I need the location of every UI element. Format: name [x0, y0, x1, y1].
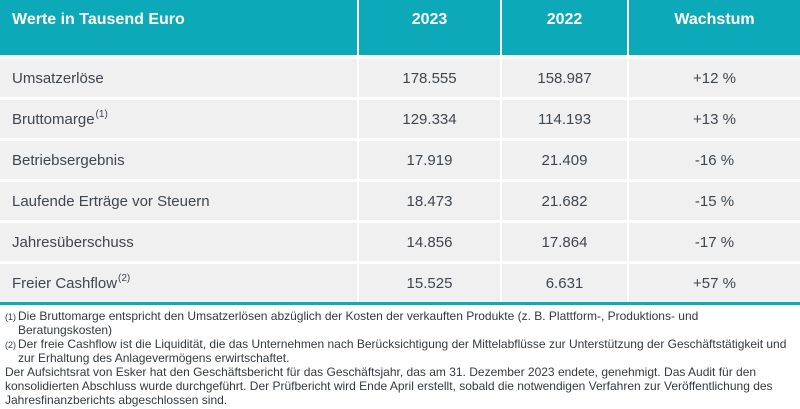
value-2023: 178.555 [359, 59, 500, 97]
header-cell-growth: Wachstum [629, 0, 800, 55]
growth-value: +12 % [629, 59, 800, 97]
row-label-text: Bruttomarge [12, 110, 95, 128]
table-row: Laufende Erträge vor Steuern 18.473 21.6… [0, 182, 800, 220]
row-label-text: Umsatzerlöse [12, 69, 104, 87]
approval-paragraph: Der Aufsichtsrat von Esker hat den Gesch… [5, 365, 773, 407]
footnote-1-text: Die Bruttomarge entspricht den Umsatzerl… [18, 309, 699, 337]
header-cell-2022: 2022 [502, 0, 627, 55]
row-label: Betriebsergebnis [0, 141, 357, 179]
footnote-1: (1) Die Bruttomarge entspricht den Umsat… [5, 309, 792, 337]
table-row: Umsatzerlöse 178.555 158.987 +12 % [0, 59, 800, 97]
column-label-2023: 2023 [411, 11, 448, 28]
value-2023: 15.525 [359, 264, 500, 302]
table-row: Betriebsergebnis 17.919 21.409 -16 % [0, 141, 800, 179]
footnote-2: (2) Der freie Cashflow ist die Liquiditä… [5, 337, 792, 365]
footnote-ref: (2) [118, 272, 131, 284]
row-label: Bruttomarge (1) [0, 100, 357, 138]
row-label: Freier Cashflow (2) [0, 264, 357, 302]
column-label-growth: Wachstum [674, 11, 755, 28]
growth-value: -16 % [629, 141, 800, 179]
value-2023: 17.919 [359, 141, 500, 179]
value-2022: 21.682 [502, 182, 627, 220]
value-2023: 18.473 [359, 182, 500, 220]
row-label: Umsatzerlöse [0, 59, 357, 97]
header-cell-metric: Werte in Tausend Euro [0, 0, 357, 55]
header-cell-2023: 2023 [359, 0, 500, 55]
growth-value: -17 % [629, 223, 800, 261]
row-label-text: Jahresüberschuss [12, 233, 134, 251]
footnote-2-marker: (2) [5, 340, 16, 350]
table-title: Werte in Tausend Euro [12, 11, 185, 28]
footnote-2-text: Der freie Cashflow ist die Liquidität, d… [18, 337, 787, 365]
growth-value: +13 % [629, 100, 800, 138]
row-label-text: Freier Cashflow [12, 274, 118, 292]
financial-results-table: Werte in Tausend Euro 2023 2022 Wachstum… [0, 0, 800, 305]
growth-value: +57 % [629, 264, 800, 302]
row-label-text: Betriebsergebnis [12, 151, 125, 169]
table-row: Bruttomarge (1) 129.334 114.193 +13 % [0, 100, 800, 138]
row-label: Laufende Erträge vor Steuern [0, 182, 357, 220]
growth-value: -15 % [629, 182, 800, 220]
row-label-text: Laufende Erträge vor Steuern [12, 192, 210, 210]
value-2022: 21.409 [502, 141, 627, 179]
footnote-ref: (1) [95, 108, 108, 120]
table-row: Freier Cashflow (2) 15.525 6.631 +57 % [0, 264, 800, 302]
column-label-2022: 2022 [546, 11, 583, 28]
value-2023: 14.856 [359, 223, 500, 261]
value-2023: 129.334 [359, 100, 500, 138]
value-2022: 17.864 [502, 223, 627, 261]
table-header-row: Werte in Tausend Euro 2023 2022 Wachstum [0, 0, 800, 55]
value-2022: 114.193 [502, 100, 627, 138]
table-row: Jahresüberschuss 14.856 17.864 -17 % [0, 223, 800, 261]
value-2022: 6.631 [502, 264, 627, 302]
value-2022: 158.987 [502, 59, 627, 97]
footnotes-section: (1) Die Bruttomarge entspricht den Umsat… [0, 305, 800, 407]
row-label: Jahresüberschuss [0, 223, 357, 261]
footnote-1-marker: (1) [5, 312, 16, 322]
